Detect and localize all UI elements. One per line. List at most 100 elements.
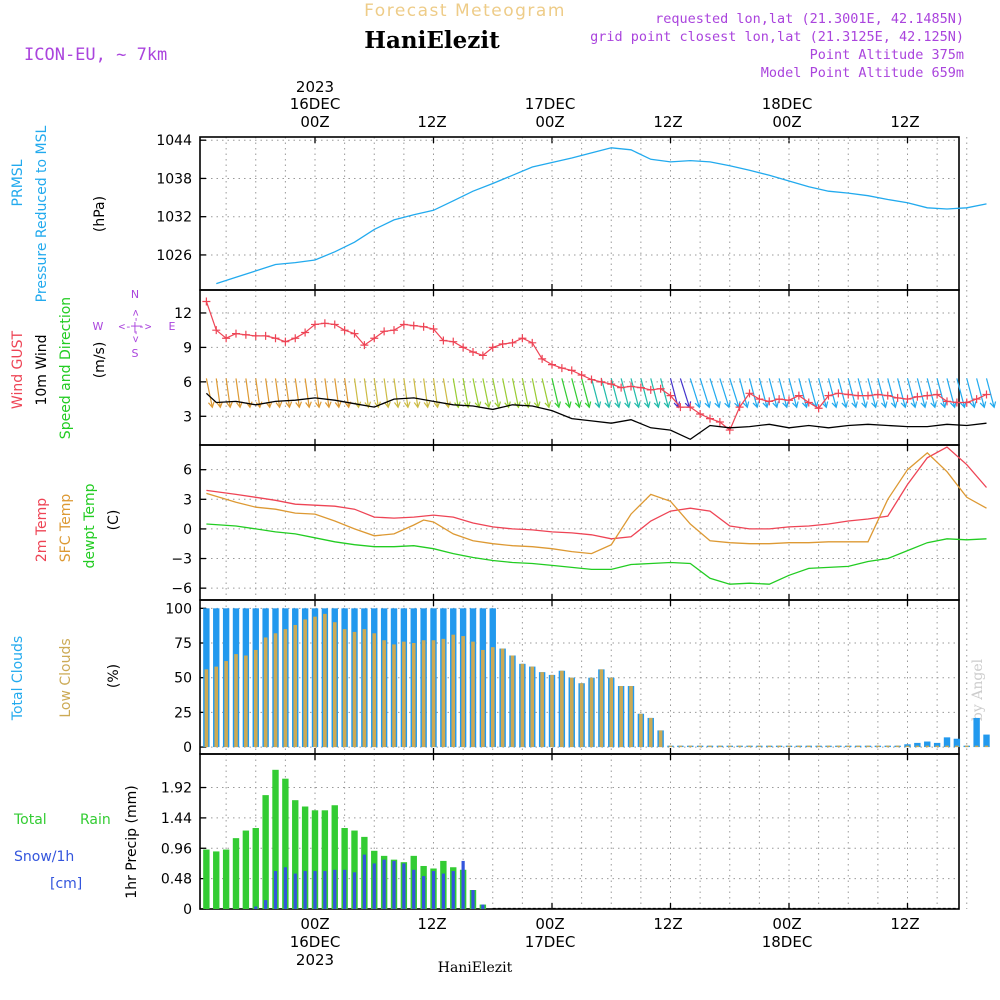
low-clouds-bar <box>392 644 396 748</box>
wind-gust-point <box>301 328 310 337</box>
wind-direction-arrow <box>363 378 370 408</box>
wind-gust-point <box>538 354 547 363</box>
wind-gust-point <box>706 414 714 423</box>
wind-speed-dir-label: Speed and Direction <box>58 297 74 439</box>
wind-arrow-head <box>663 401 671 409</box>
wind-gust-point <box>597 377 606 386</box>
y-tick-label: 0.96 <box>161 841 192 857</box>
precip-rain-label: Rain <box>80 812 111 828</box>
wind-direction-arrow <box>650 378 659 408</box>
wind-direction-arrow <box>413 378 419 408</box>
wind-arrow-head <box>940 401 947 409</box>
wind-direction-arrow <box>462 378 469 408</box>
y-tick-label: 1.92 <box>161 781 192 797</box>
wind-gust-point <box>508 338 517 347</box>
snow-bar <box>392 860 396 909</box>
low-clouds-bar <box>411 643 416 748</box>
low-clouds-bar <box>293 624 298 748</box>
wind-gust-point <box>311 320 319 329</box>
wind-direction-arrow <box>906 378 916 408</box>
low-clouds-bar <box>806 745 811 748</box>
wind-gust-point <box>943 397 951 406</box>
bottom-hour-label: 12Z <box>890 915 919 933</box>
y-tick-label: 100 <box>165 601 192 617</box>
wind-arrow-head <box>334 401 342 409</box>
low-clouds-bar <box>935 745 939 748</box>
wind-gust-point <box>824 391 833 400</box>
footer-location: HaniElezit <box>438 960 513 976</box>
wind-gust-point <box>636 383 645 392</box>
wind-arrow-head <box>634 401 641 409</box>
snow-bar <box>254 906 258 909</box>
top-hour-label: 00Z <box>300 113 329 131</box>
low-clouds-bar <box>579 683 584 748</box>
wind-direction-arrow <box>985 378 995 408</box>
low-clouds-bar <box>352 631 357 748</box>
snow-bar <box>471 890 475 909</box>
wind-gust-point <box>982 390 991 399</box>
wind-direction-arrow <box>255 378 261 408</box>
low-clouds-bar <box>688 745 693 748</box>
low-clouds-bar <box>323 613 327 748</box>
wind-arrow-head <box>900 401 908 409</box>
rain-bar <box>242 830 250 909</box>
wind-gust-point <box>251 331 260 340</box>
wind-arrow-head <box>959 401 967 409</box>
wind-gust-point <box>607 380 616 389</box>
top-hour-label: 12Z <box>653 113 682 131</box>
wind-arrow-head <box>950 401 957 409</box>
wind-direction-arrow <box>867 378 877 408</box>
low-clouds-bar <box>826 745 831 748</box>
low-clouds-bar <box>362 629 367 748</box>
low-clouds-bar <box>540 672 544 748</box>
low-clouds-bar <box>234 654 238 748</box>
gridpoint-coords: grid point closest lon,lat (21.3125E, 42… <box>590 29 964 45</box>
wind-arrow-head <box>801 401 809 409</box>
low-clouds-bar <box>510 655 515 748</box>
bottom-hour-label: 00Z <box>772 915 801 933</box>
wind-gust-label: Wind GUST <box>10 330 26 409</box>
bottom-day-label-16dec: 16DEC <box>290 933 341 951</box>
wind-arrow-head <box>792 401 799 409</box>
pressure-label-prmsl: PRMSL <box>10 159 26 206</box>
wind-arrow-head <box>584 401 592 409</box>
temp-dewpt-label: dewpt Temp <box>82 483 98 568</box>
wind-direction-arrow <box>926 378 936 408</box>
wind-gust-point <box>478 351 487 360</box>
wind-direction-arrow <box>531 378 539 408</box>
wind-direction-arrow <box>324 378 330 408</box>
wind-direction-arrow <box>590 378 600 408</box>
y-tick-label: 1026 <box>156 248 192 264</box>
wind-gust-point <box>962 398 971 407</box>
rain-bar <box>282 778 289 909</box>
rain-bar <box>222 849 230 909</box>
wind-gust-point <box>913 392 922 401</box>
snow-bar <box>431 871 436 909</box>
credit-watermark: by Angel <box>970 658 986 721</box>
low-clouds-bar <box>747 745 752 748</box>
wind-direction-arrow <box>739 378 748 408</box>
wind-direction-arrow <box>442 378 449 408</box>
snow-bar <box>362 854 366 909</box>
low-clouds-bar <box>698 745 702 748</box>
precip-total-label: Total <box>13 812 47 828</box>
wind-arrow-head <box>969 401 977 409</box>
snow-bar <box>402 863 406 909</box>
low-clouds-bar <box>964 745 969 748</box>
wind-gust-point <box>419 322 428 331</box>
wind-gust-point <box>557 364 566 373</box>
wind-gust-point <box>617 383 626 392</box>
y-tick-label: 3 <box>183 492 192 508</box>
compass-n: N <box>131 288 139 301</box>
wind-gust-point <box>281 337 290 346</box>
wind-gust-point <box>933 390 942 399</box>
wind-gust-point <box>745 389 754 398</box>
rain-bar <box>252 828 259 909</box>
low-clouds-bar <box>224 661 228 748</box>
wind-arrow-head <box>364 401 372 409</box>
wind-gust-point <box>893 393 902 402</box>
low-clouds-bar <box>490 647 495 748</box>
temp-dewpt-line <box>206 523 987 585</box>
wind-gust-point <box>360 341 369 350</box>
wind-gust-point <box>755 395 764 404</box>
